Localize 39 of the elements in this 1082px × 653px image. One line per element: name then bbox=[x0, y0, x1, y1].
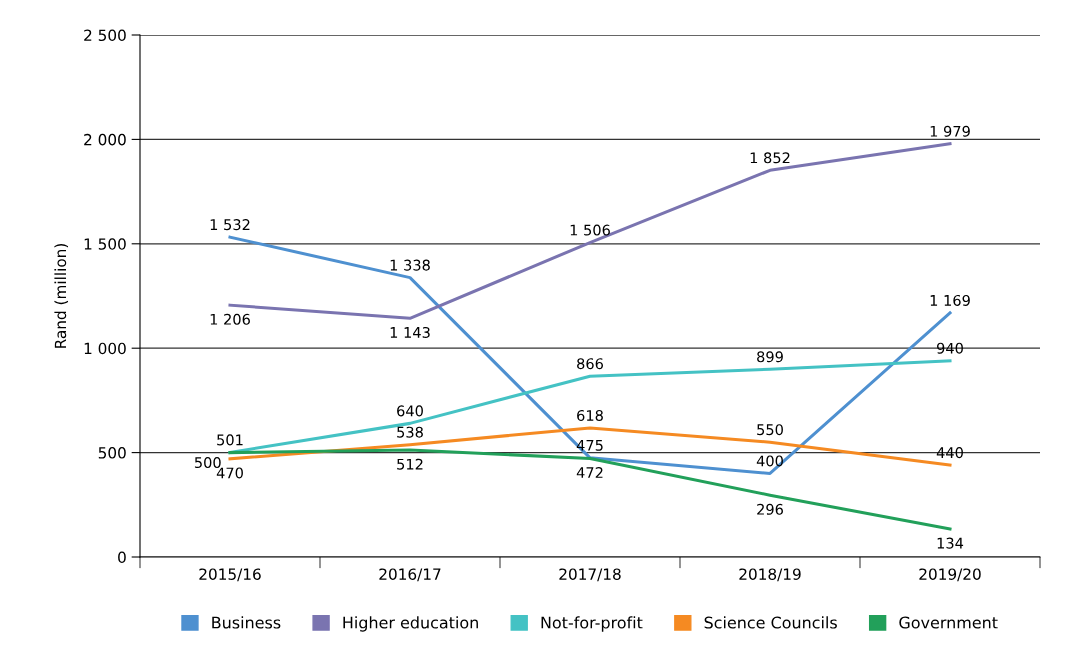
data-label: 1 532 bbox=[210, 219, 250, 231]
legend-label: Not-for-profit bbox=[541, 616, 643, 632]
data-label: 866 bbox=[577, 358, 603, 370]
x-tick-label: 2018/19 bbox=[739, 568, 801, 582]
y-tick-label: 500 bbox=[98, 447, 126, 459]
data-label: 1 169 bbox=[930, 294, 970, 306]
y-tick-label: 2 000 bbox=[84, 133, 126, 146]
y-axis-title: Rand (million) bbox=[54, 243, 69, 348]
data-label: 1 852 bbox=[750, 152, 790, 164]
legend-label: Business bbox=[212, 616, 281, 629]
data-label: 1 979 bbox=[930, 125, 970, 137]
legend-label: Government bbox=[899, 616, 998, 629]
legend-label: Science Councils bbox=[704, 616, 837, 629]
data-label: 899 bbox=[757, 351, 783, 363]
data-label: 538 bbox=[397, 426, 423, 438]
data-label: 470 bbox=[216, 467, 243, 479]
data-label: 640 bbox=[397, 405, 423, 417]
data-label: 500 bbox=[194, 457, 221, 469]
x-tick-label: 2016/17 bbox=[379, 568, 441, 582]
y-tick-label: 0 bbox=[118, 551, 126, 564]
data-label: 618 bbox=[577, 409, 603, 421]
data-label: 1 506 bbox=[570, 224, 610, 236]
data-label: 472 bbox=[576, 467, 603, 478]
data-label: 1 206 bbox=[210, 313, 250, 325]
legend-label: Higher education bbox=[343, 616, 478, 632]
data-label: 134 bbox=[937, 537, 964, 549]
data-label: 1 338 bbox=[390, 259, 430, 271]
x-tick-label: 2019/20 bbox=[919, 568, 981, 582]
data-label: 501 bbox=[217, 434, 243, 446]
x-tick-label: 2015/16 bbox=[199, 568, 261, 582]
data-label: 400 bbox=[756, 455, 783, 467]
x-tick-label: 2017/18 bbox=[559, 568, 621, 582]
y-tick-label: 1 500 bbox=[84, 238, 126, 250]
data-label: 550 bbox=[757, 424, 783, 436]
y-tick-label: 1 000 bbox=[84, 342, 126, 355]
data-label: 512 bbox=[397, 458, 423, 470]
data-label: 1 143 bbox=[390, 326, 430, 338]
y-tick-label: 2 500 bbox=[84, 29, 126, 42]
data-label: 296 bbox=[757, 503, 783, 515]
